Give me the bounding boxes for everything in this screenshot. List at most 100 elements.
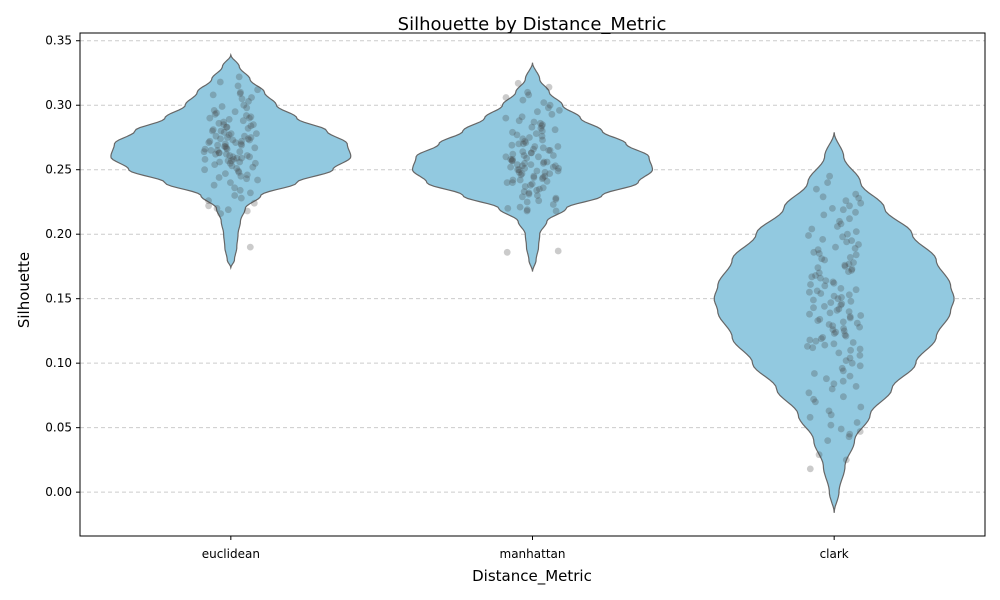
data-point-clark bbox=[848, 237, 855, 245]
data-point-euclidean bbox=[241, 132, 248, 140]
y-tick-label: 0.25 bbox=[45, 163, 72, 177]
data-point-manhattan bbox=[509, 150, 517, 158]
data-point-clark bbox=[837, 285, 845, 292]
data-point-clark bbox=[822, 277, 830, 284]
data-point-manhattan bbox=[519, 162, 526, 170]
data-point-euclidean bbox=[221, 143, 228, 150]
data-point-clark bbox=[824, 179, 831, 187]
data-point-clark bbox=[847, 346, 854, 354]
data-point-clark bbox=[835, 349, 843, 357]
data-point-euclidean bbox=[226, 159, 234, 167]
data-point-clark bbox=[810, 395, 817, 403]
data-point-manhattan bbox=[548, 110, 556, 118]
data-point-euclidean bbox=[205, 202, 213, 210]
data-point-manhattan bbox=[514, 166, 522, 174]
data-point-euclidean bbox=[240, 101, 248, 109]
data-point-manhattan bbox=[515, 168, 523, 176]
x-axis-label: Distance_Metric bbox=[472, 567, 592, 586]
data-point-manhattan bbox=[554, 143, 562, 150]
data-point-manhattan bbox=[543, 158, 551, 166]
data-point-manhattan bbox=[509, 179, 516, 187]
data-point-manhattan bbox=[507, 163, 514, 171]
data-point-euclidean bbox=[214, 141, 222, 149]
data-point-clark bbox=[846, 215, 853, 223]
data-point-euclidean bbox=[231, 184, 239, 192]
data-point-clark bbox=[829, 326, 837, 333]
data-point-manhattan bbox=[543, 177, 551, 185]
data-point-clark bbox=[829, 278, 837, 286]
data-point-manhattan bbox=[539, 174, 547, 181]
data-point-clark bbox=[848, 266, 855, 274]
data-point-manhattan bbox=[515, 117, 523, 125]
data-point-euclidean bbox=[228, 157, 235, 165]
data-point-euclidean bbox=[220, 128, 228, 136]
data-point-clark bbox=[817, 290, 825, 297]
data-point-clark bbox=[856, 352, 864, 359]
data-point-clark bbox=[805, 389, 813, 397]
data-point-clark bbox=[852, 208, 859, 216]
data-point-clark bbox=[829, 205, 836, 212]
data-point-clark bbox=[821, 282, 829, 290]
data-point-euclidean bbox=[217, 127, 225, 135]
data-point-clark bbox=[812, 398, 819, 406]
data-point-clark bbox=[852, 190, 860, 198]
data-point-manhattan bbox=[509, 176, 517, 184]
data-point-manhattan bbox=[522, 139, 530, 147]
data-point-euclidean bbox=[236, 148, 244, 156]
data-point-manhattan bbox=[552, 162, 559, 170]
data-point-manhattan bbox=[539, 136, 546, 144]
data-point-clark bbox=[834, 223, 841, 230]
data-point-euclidean bbox=[228, 162, 236, 170]
data-point-manhattan bbox=[530, 118, 538, 126]
data-point-euclidean bbox=[216, 158, 224, 166]
data-point-clark bbox=[857, 312, 865, 319]
data-point-manhattan bbox=[524, 88, 531, 96]
data-point-euclidean bbox=[210, 181, 218, 189]
data-point-euclidean bbox=[213, 109, 220, 117]
data-point-clark bbox=[841, 263, 849, 270]
data-point-euclidean bbox=[247, 113, 255, 121]
data-point-clark bbox=[825, 407, 833, 415]
data-point-euclidean bbox=[223, 144, 230, 152]
data-point-euclidean bbox=[246, 243, 254, 251]
data-point-euclidean bbox=[225, 131, 233, 139]
data-point-clark bbox=[812, 272, 819, 279]
data-point-clark bbox=[840, 327, 848, 335]
data-point-manhattan bbox=[514, 79, 522, 87]
data-point-euclidean bbox=[206, 137, 214, 145]
data-point-clark bbox=[811, 370, 818, 377]
data-point-euclidean bbox=[201, 145, 209, 153]
data-point-manhattan bbox=[539, 121, 546, 128]
data-point-clark bbox=[819, 193, 827, 201]
data-point-euclidean bbox=[235, 167, 242, 175]
data-point-euclidean bbox=[233, 165, 241, 172]
x-axis-ticks: euclidean manhattan clark bbox=[202, 536, 849, 561]
data-point-clark bbox=[829, 322, 837, 330]
data-point-clark bbox=[821, 256, 828, 264]
data-point-clark bbox=[830, 279, 838, 287]
data-point-manhattan bbox=[503, 248, 511, 256]
data-point-clark bbox=[830, 340, 838, 348]
x-tick-label-euclidean: euclidean bbox=[202, 547, 260, 561]
data-point-euclidean bbox=[205, 139, 213, 147]
data-point-manhattan bbox=[552, 207, 560, 215]
data-point-manhattan bbox=[508, 157, 516, 165]
data-point-euclidean bbox=[213, 205, 221, 212]
data-point-manhattan bbox=[519, 193, 526, 201]
data-point-clark bbox=[827, 299, 835, 306]
data-point-manhattan bbox=[527, 149, 535, 157]
data-point-euclidean bbox=[237, 88, 244, 96]
data-point-manhattan bbox=[545, 83, 553, 91]
data-point-clark bbox=[810, 248, 818, 256]
y-axis-ticks: 0.00 0.05 0.10 0.15 0.20 0.25 0.30 0.35 bbox=[45, 34, 80, 499]
data-point-euclidean bbox=[238, 95, 246, 103]
data-point-clark bbox=[845, 291, 853, 299]
data-point-clark bbox=[810, 296, 817, 304]
data-point-manhattan bbox=[520, 152, 528, 159]
data-point-euclidean bbox=[211, 161, 219, 169]
data-point-euclidean bbox=[244, 124, 252, 132]
data-point-euclidean bbox=[227, 130, 235, 138]
data-point-clark bbox=[837, 301, 845, 309]
data-point-euclidean bbox=[226, 152, 234, 159]
data-point-clark bbox=[819, 334, 827, 341]
